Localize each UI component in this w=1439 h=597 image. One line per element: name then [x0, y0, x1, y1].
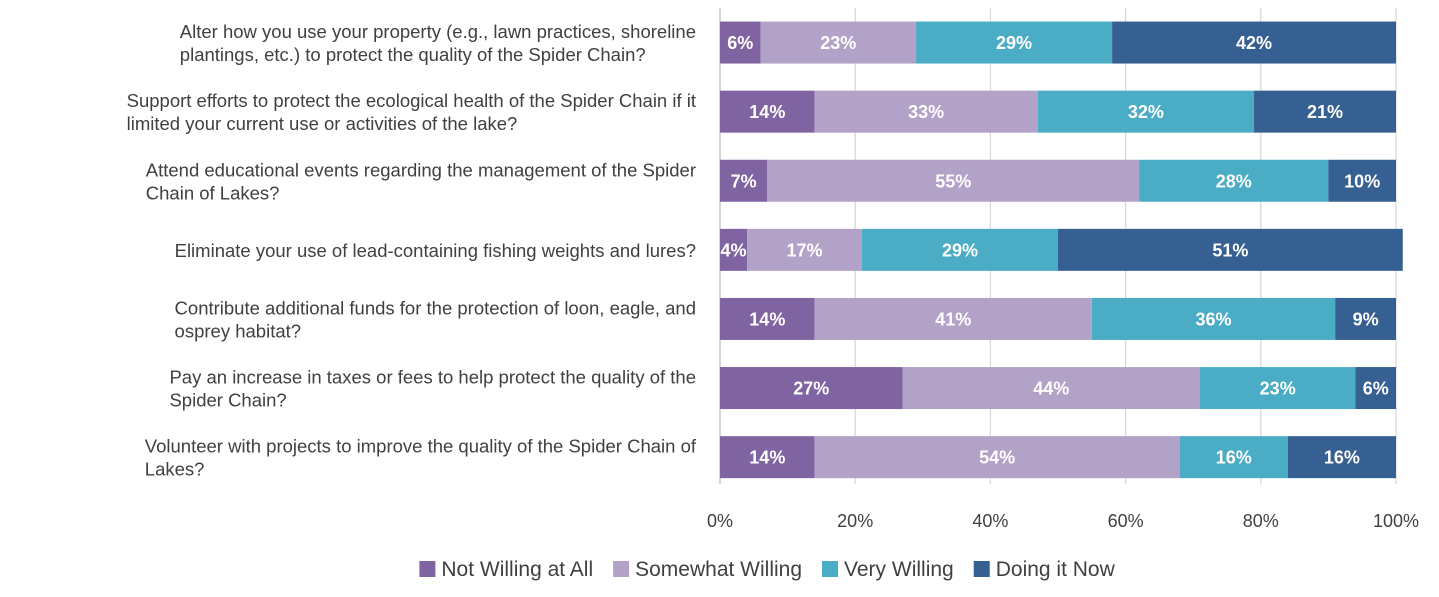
data-label: 33% [908, 102, 944, 122]
legend-swatch [973, 561, 990, 577]
x-tick-label: 20% [837, 511, 873, 531]
x-tick-label: 80% [1243, 511, 1279, 531]
legend-item: Not Willing at All [419, 558, 593, 581]
bar-segment [916, 21, 1113, 64]
legend-swatch [822, 561, 839, 577]
bar-segment [1037, 90, 1255, 133]
legend-swatch [613, 561, 630, 577]
x-tick-label: 100% [1373, 511, 1419, 531]
category-label-line: Lakes? [145, 459, 205, 480]
category-label: Eliminate your use of lead-containing fi… [175, 240, 696, 261]
data-label: 10% [1344, 171, 1380, 191]
x-axis-tick-labels: 0% 20% 40% 60% 80% 100% [707, 511, 1419, 531]
data-label: 4% [721, 240, 747, 260]
data-label: 28% [1216, 171, 1252, 191]
data-label: 16% [1216, 448, 1252, 468]
category-label: Pay an increase in taxes or fees to help… [169, 367, 696, 388]
bar-segment [814, 436, 1180, 479]
data-label: 14% [749, 448, 785, 468]
bar-segment [767, 159, 1140, 202]
bar-segment [720, 436, 815, 479]
data-label: 36% [1195, 309, 1231, 329]
legend-swatch [419, 561, 436, 577]
bar-segment [814, 297, 1092, 340]
data-labels: 6% 23% 29% 42% 14% 33% 32% 21% 7% 55% 28% 10% 4% 17% 2… [721, 33, 1389, 468]
bar-segment [720, 228, 748, 271]
category-label-line: osprey habitat? [175, 320, 302, 341]
data-label: 7% [731, 171, 757, 191]
bars [720, 21, 1403, 479]
bar-segment [1091, 297, 1336, 340]
legend-item: Somewhat Willing [613, 558, 802, 581]
data-label: 54% [979, 448, 1015, 468]
data-label: 6% [727, 33, 753, 53]
bar-segment [1139, 159, 1329, 202]
x-tick-label: 40% [972, 511, 1008, 531]
data-label: 21% [1307, 102, 1343, 122]
data-label: 42% [1236, 33, 1272, 53]
data-label: 9% [1353, 309, 1379, 329]
data-label: 14% [749, 102, 785, 122]
legend: Not Willing at All Somewhat Willing Very W… [419, 558, 1116, 581]
legend-item: Very Willing [822, 558, 954, 581]
bar-segment [720, 297, 815, 340]
category-label: Support efforts to protect the ecologica… [127, 90, 696, 111]
bar-segment [1335, 297, 1396, 340]
category-label-line: Chain of Lakes? [146, 182, 280, 203]
data-label: 32% [1128, 102, 1164, 122]
bar-segment [1058, 228, 1403, 271]
data-label: 16% [1324, 448, 1360, 468]
legend-label: Not Willing at All [441, 558, 593, 581]
x-tick-label: 0% [707, 511, 733, 531]
legend-label: Very Willing [844, 558, 954, 581]
category-label: Contribute additional funds for the prot… [175, 297, 696, 318]
data-label: 29% [942, 240, 978, 260]
data-label: 6% [1363, 379, 1389, 399]
bar-segment [720, 159, 768, 202]
category-label: Alter how you use your property (e.g., l… [180, 21, 696, 42]
bar-segment [720, 21, 761, 64]
bar-segment [720, 367, 903, 410]
data-label: 55% [935, 171, 971, 191]
data-label: 23% [820, 33, 856, 53]
data-label: 14% [749, 309, 785, 329]
category-label: Volunteer with projects to improve the q… [145, 436, 697, 457]
bar-segment [1287, 436, 1396, 479]
data-label: 17% [786, 240, 822, 260]
category-label-line: plantings, etc.) to protect the quality … [180, 44, 646, 65]
data-label: 44% [1033, 379, 1069, 399]
bar-segment [1328, 159, 1396, 202]
bar-segment [1179, 436, 1288, 479]
data-label: 51% [1212, 240, 1248, 260]
x-tick-label: 60% [1108, 511, 1144, 531]
bar-segment [1112, 21, 1396, 64]
category-label-line: limited your current use or activities o… [127, 113, 518, 134]
category-label: Attend educational events regarding the … [146, 159, 696, 180]
bar-segment [747, 228, 862, 271]
data-label: 27% [793, 379, 829, 399]
bar-segment [760, 21, 917, 64]
bar-segment [814, 90, 1038, 133]
bar-segment [720, 90, 815, 133]
category-label-line: Spider Chain? [169, 390, 286, 411]
bar-segment [1254, 90, 1396, 133]
bar-segment [861, 228, 1058, 271]
legend-label: Doing it Now [996, 558, 1116, 581]
bar-segment [902, 367, 1200, 410]
bar-segment [1355, 367, 1396, 410]
legend-item: Doing it Now [973, 558, 1116, 581]
data-label: 29% [996, 33, 1032, 53]
data-label: 41% [935, 309, 971, 329]
data-label: 23% [1260, 379, 1296, 399]
category-labels: Alter how you use your property (e.g., l… [127, 21, 697, 480]
legend-label: Somewhat Willing [635, 558, 802, 581]
bar-segment [1199, 367, 1356, 410]
